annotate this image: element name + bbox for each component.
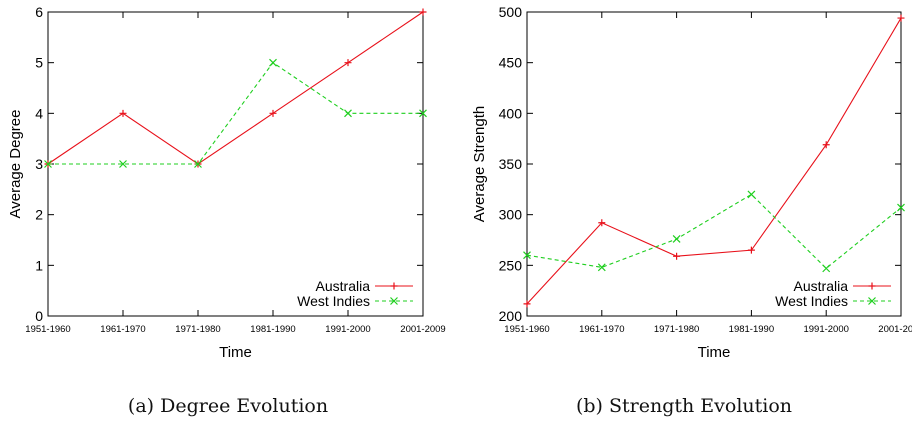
data-point xyxy=(194,160,202,168)
series-line-west-indies xyxy=(526,193,902,270)
series-line-australia xyxy=(526,17,902,305)
strength-evolution-chart: 200 250 300 350 400 450 500 1951-1960 1961-1970 1… xyxy=(471,4,912,361)
caption-degree-evolution: (a) Degree Evolution xyxy=(127,395,329,417)
x-tick-label: 1961-1970 xyxy=(579,324,624,335)
legend-marker xyxy=(868,297,876,305)
degree-evolution-chart: 0 1 2 3 4 5 6 1951-1960 1961-1970 1971-1980 1981-1… xyxy=(7,4,446,361)
y-tick-label: 6 xyxy=(35,4,43,20)
y-tick-label: 4 xyxy=(35,105,43,121)
x-tick-label: 1971-1980 xyxy=(175,324,220,335)
data-point xyxy=(672,235,681,243)
data-point xyxy=(269,58,277,67)
series-line-west-indies xyxy=(48,61,423,165)
data-point xyxy=(673,252,681,260)
caption-strength-evolution: (b) Strength Evolution xyxy=(575,395,793,417)
x-tick-label: 1951-1960 xyxy=(25,324,70,335)
x-tick-label: 1971-1980 xyxy=(654,324,699,335)
x-tick-label: 1961-1970 xyxy=(100,324,145,335)
data-point xyxy=(822,264,831,273)
legend-label: Australia xyxy=(316,278,371,294)
data-point xyxy=(344,59,352,67)
data-point xyxy=(897,14,905,22)
data-point xyxy=(598,219,606,227)
data-point xyxy=(597,263,606,272)
series-line-australia xyxy=(47,11,424,165)
data-point xyxy=(419,8,427,16)
x-tick-label: 1981-1990 xyxy=(250,324,295,335)
y-tick-label: 350 xyxy=(499,156,523,172)
x-tick-label: 1951-1960 xyxy=(504,324,549,335)
y-tick-label: 0 xyxy=(35,308,43,324)
y-tick-label: 1 xyxy=(35,257,43,273)
legend-marker xyxy=(868,282,876,290)
legend-label: West Indies xyxy=(775,293,848,309)
y-tick-label: 3 xyxy=(35,156,43,172)
x-tick-label: 1981-1990 xyxy=(729,324,774,335)
y-tick-label: 450 xyxy=(499,55,523,71)
legend-marker xyxy=(390,297,398,305)
plot-frame xyxy=(526,11,902,317)
data-point xyxy=(897,203,905,212)
x-axis-label: Time xyxy=(698,344,731,361)
data-point xyxy=(269,109,277,117)
y-tick-label: 5 xyxy=(35,55,43,71)
data-point xyxy=(119,160,127,168)
data-point xyxy=(523,251,531,260)
data-point xyxy=(344,109,352,118)
y-tick-label: 400 xyxy=(499,105,523,121)
x-tick-label: 2001-2009 xyxy=(400,324,445,335)
y-tick-label: 300 xyxy=(499,207,523,223)
x-axis-label: Time xyxy=(219,344,252,361)
data-point xyxy=(119,109,127,117)
data-point xyxy=(747,246,755,254)
x-tick-label: 1991-2000 xyxy=(803,324,848,335)
data-point xyxy=(822,141,830,149)
legend-marker xyxy=(390,282,398,290)
x-tick-label: 2001-2009 xyxy=(878,324,912,335)
data-point xyxy=(747,190,756,199)
y-tick-label: 500 xyxy=(499,4,523,20)
x-tick-label: 1991-2000 xyxy=(325,324,370,335)
y-axis-label: Average Degree xyxy=(7,110,24,219)
y-axis-label: Average Strength xyxy=(471,106,488,222)
legend-label: West Indies xyxy=(297,293,370,309)
data-point xyxy=(44,160,52,168)
data-point xyxy=(523,300,531,308)
y-tick-label: 200 xyxy=(499,308,523,324)
y-tick-label: 2 xyxy=(35,207,43,223)
y-tick-label: 250 xyxy=(499,257,523,273)
legend-label: Australia xyxy=(794,278,849,294)
data-point xyxy=(419,109,427,118)
